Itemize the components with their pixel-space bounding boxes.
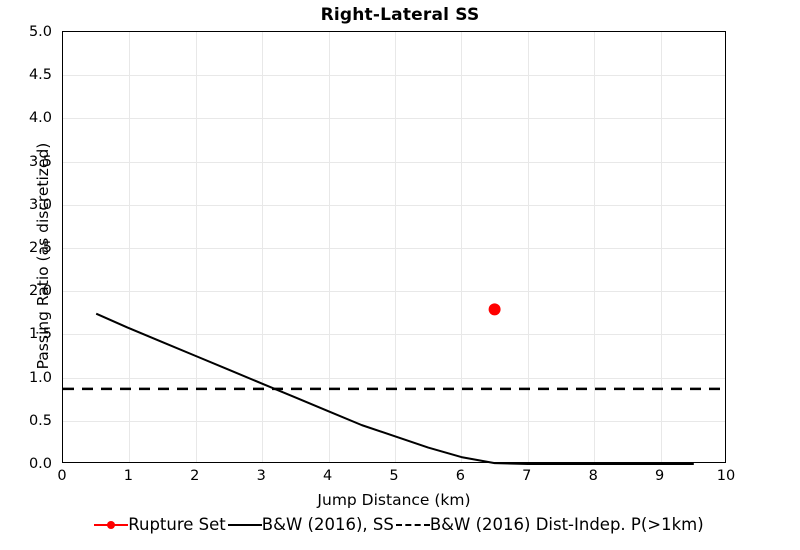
y-tick-label: 4.0 bbox=[28, 110, 52, 126]
x-tick-label: 7 bbox=[522, 468, 532, 484]
series-line-bw-ss bbox=[95, 312, 694, 465]
legend-label: B&W (2016), SS bbox=[261, 515, 394, 534]
gridline-horizontal bbox=[63, 204, 725, 206]
gridline-horizontal bbox=[63, 291, 725, 293]
x-tick-label: 4 bbox=[322, 468, 333, 484]
gridline-vertical bbox=[395, 32, 396, 462]
y-axis-label: Passing Ratio (as discretized) bbox=[34, 142, 52, 370]
x-tick-label: 5 bbox=[389, 468, 399, 484]
y-tick-label: 0.0 bbox=[28, 456, 52, 472]
gridline-vertical bbox=[129, 32, 131, 462]
x-axis-label: Jump Distance (km) bbox=[317, 491, 471, 509]
gridline-horizontal bbox=[63, 248, 725, 249]
plot-area bbox=[62, 31, 727, 465]
y-tick-label: 3.5 bbox=[28, 154, 52, 170]
y-tick-label: 2.0 bbox=[28, 283, 52, 299]
gridline-horizontal bbox=[63, 420, 725, 422]
legend-item-dist-indep: B&W (2016) Dist-Indep. P(>1km) bbox=[395, 515, 706, 534]
y-tick-label: 3.0 bbox=[28, 197, 52, 213]
gridline-vertical bbox=[594, 32, 596, 462]
legend-item-bw-ss: B&W (2016), SS bbox=[227, 515, 396, 534]
x-tick-label: 0 bbox=[57, 468, 67, 484]
legend-label: B&W (2016) Dist-Indep. P(>1km) bbox=[429, 515, 704, 534]
y-tick-label: 1.0 bbox=[28, 370, 52, 386]
x-tick-label: 10 bbox=[716, 468, 736, 484]
gridline-vertical bbox=[262, 32, 264, 462]
x-tick-label: 6 bbox=[455, 468, 465, 484]
legend-marker-icon bbox=[94, 518, 129, 532]
x-tick-label: 9 bbox=[654, 468, 665, 484]
x-tick-label: 8 bbox=[588, 468, 598, 484]
gridline-vertical bbox=[328, 32, 330, 462]
chart-title: Right-Lateral SS bbox=[320, 5, 480, 25]
gridline-horizontal bbox=[63, 161, 725, 163]
legend-label: Rupture Set bbox=[128, 515, 226, 534]
x-tick-label: 3 bbox=[256, 468, 266, 484]
y-tick-label: 1.5 bbox=[28, 326, 52, 342]
gridline-vertical bbox=[195, 32, 197, 462]
y-tick-label: 5.0 bbox=[28, 24, 52, 40]
gridline-horizontal bbox=[63, 75, 725, 77]
y-tick-label: 4.5 bbox=[28, 67, 52, 83]
y-tick-label: 0.5 bbox=[28, 413, 52, 429]
gridline-vertical bbox=[660, 32, 662, 462]
y-tick-label: 2.5 bbox=[28, 240, 52, 256]
gridline-vertical bbox=[527, 32, 529, 462]
chart-legend: Rupture Set B&W (2016), SS B&W (2016) Di… bbox=[0, 515, 800, 534]
x-tick-label: 1 bbox=[123, 468, 133, 484]
gridline-horizontal bbox=[63, 334, 725, 336]
x-tick-label: 2 bbox=[190, 468, 200, 484]
legend-dashed-line-icon bbox=[395, 518, 430, 532]
gridline-vertical bbox=[461, 32, 463, 462]
legend-item-rupture-set: Rupture Set bbox=[94, 515, 228, 534]
gridline-horizontal bbox=[63, 377, 725, 379]
legend-line-icon bbox=[227, 518, 262, 532]
data-point-rupture-set bbox=[488, 303, 501, 316]
gridline-horizontal bbox=[63, 118, 725, 120]
